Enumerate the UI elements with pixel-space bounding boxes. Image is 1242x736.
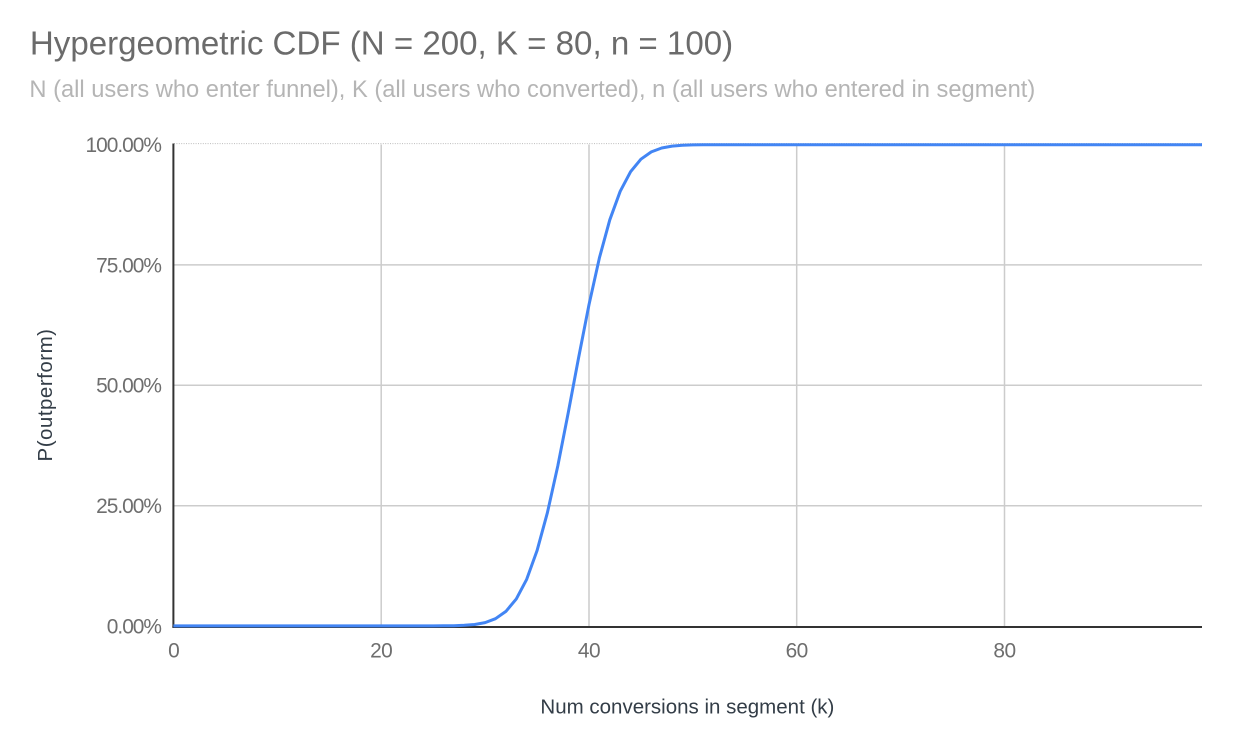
svg-text:20: 20	[370, 640, 392, 663]
svg-text:80: 80	[993, 640, 1015, 663]
svg-text:100.00%: 100.00%	[86, 134, 162, 157]
svg-text:P(outperform): P(outperform)	[34, 329, 57, 462]
svg-text:60: 60	[786, 640, 808, 663]
svg-text:25.00%: 25.00%	[96, 495, 161, 518]
svg-text:40: 40	[578, 640, 600, 663]
svg-text:50.00%: 50.00%	[96, 375, 161, 398]
svg-text:Hypergeometric CDF (N = 200, K: Hypergeometric CDF (N = 200, K = 80, n =…	[30, 25, 733, 62]
svg-text:Num conversions in segment (k): Num conversions in segment (k)	[540, 696, 834, 719]
svg-text:0: 0	[168, 640, 179, 663]
svg-text:N (all users who enter funnel): N (all users who enter funnel), K (all u…	[29, 77, 1035, 103]
svg-text:75.00%: 75.00%	[96, 254, 161, 277]
svg-text:0.00%: 0.00%	[107, 616, 162, 639]
